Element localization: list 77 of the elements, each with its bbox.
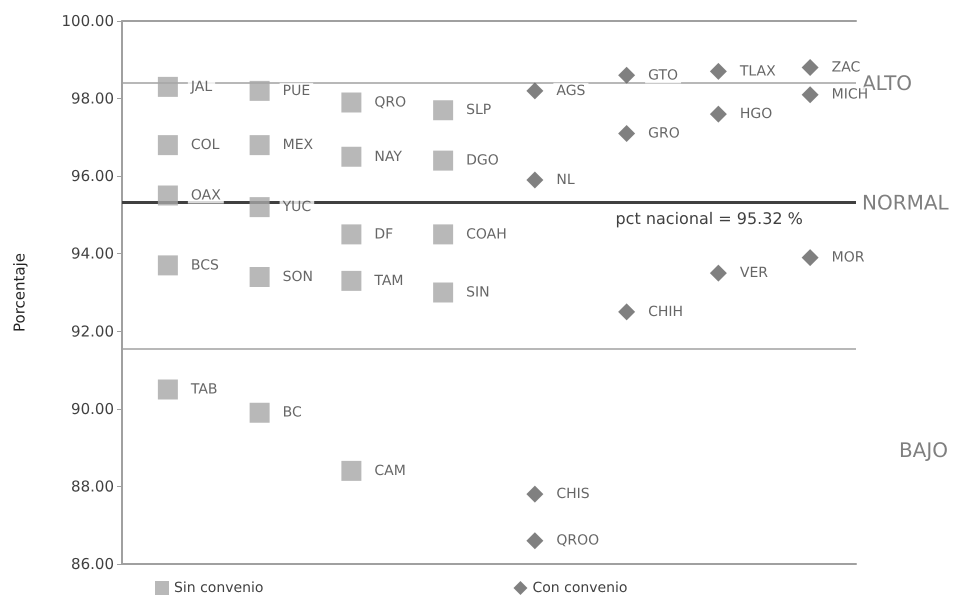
data-label: DGO	[466, 152, 499, 169]
data-label: MOR	[832, 250, 865, 266]
data-label: YUC	[282, 199, 312, 216]
data-label: TAM	[373, 272, 404, 289]
point	[433, 282, 454, 302]
point	[250, 80, 270, 101]
y-tick-label: 98.00	[71, 90, 114, 108]
point	[618, 124, 636, 142]
data-label: TLAX	[738, 63, 776, 80]
data-label: MEX	[282, 137, 314, 154]
data-label: DF	[374, 226, 394, 242]
point	[710, 62, 727, 80]
point	[158, 135, 178, 156]
data-label: HGO	[740, 106, 772, 122]
point	[341, 224, 362, 244]
point	[802, 249, 819, 266]
point	[158, 186, 178, 206]
point	[158, 76, 178, 97]
point	[341, 270, 362, 291]
point	[618, 66, 636, 84]
annotation: pct nacional = 95.32 %	[616, 209, 803, 228]
y-tick-label: 88.00	[71, 477, 114, 496]
data-label: COL	[190, 137, 220, 154]
data-label: SIN	[466, 284, 490, 300]
data-label: QRO	[374, 94, 406, 110]
point	[341, 92, 362, 112]
point	[526, 82, 544, 100]
data-label: SLP	[466, 102, 492, 118]
y-tick-label: 100.00	[62, 12, 114, 30]
data-label: TAB	[190, 381, 218, 398]
point	[250, 402, 270, 423]
y-axis-title: Porcentaje	[10, 253, 28, 332]
data-label: ZAC	[832, 60, 861, 76]
data-label: NL	[556, 172, 575, 188]
data-label: BCS	[190, 257, 220, 274]
point	[250, 197, 270, 218]
point	[250, 135, 270, 156]
data-label: GTO	[648, 67, 678, 84]
point	[710, 106, 727, 123]
point	[341, 146, 362, 167]
point	[526, 486, 544, 503]
point	[158, 379, 178, 400]
point	[618, 303, 636, 320]
legend-label: Con convenio	[532, 580, 628, 596]
y-tick-label: 86.00	[71, 555, 114, 573]
text: BAJO	[898, 438, 948, 462]
point	[710, 264, 727, 282]
point	[250, 266, 270, 287]
point	[802, 59, 819, 76]
legend-label: Sin convenio	[174, 580, 264, 596]
point	[802, 86, 819, 104]
y-tick-label: 92.00	[71, 322, 114, 340]
data-label: CAM	[374, 462, 406, 479]
point	[341, 460, 362, 481]
data-label: CHIH	[648, 304, 684, 320]
data-label: QROO	[556, 532, 600, 549]
point	[158, 255, 178, 276]
data-label: COAH	[466, 226, 507, 242]
data-label: PUE	[282, 82, 310, 99]
data-label: OAX	[190, 188, 222, 204]
data-label: GRO	[648, 125, 680, 142]
data-label: SON	[282, 268, 314, 285]
point	[433, 224, 454, 244]
y-tick-label: 96.00	[71, 167, 114, 186]
y-tick-label: 94.00	[71, 244, 114, 263]
y-tick-label: 90.00	[71, 400, 114, 418]
data-label: VER	[740, 265, 768, 282]
point	[433, 100, 454, 120]
data-label: AGS	[556, 82, 586, 99]
ref-line-label: NORMAL	[862, 190, 950, 215]
point	[526, 172, 544, 189]
data-label: NAY	[374, 148, 402, 165]
point	[433, 150, 454, 171]
data-label: JAL	[190, 78, 212, 95]
data-label: BC	[282, 404, 302, 421]
point	[526, 532, 544, 550]
data-label: CHIS	[556, 486, 590, 502]
